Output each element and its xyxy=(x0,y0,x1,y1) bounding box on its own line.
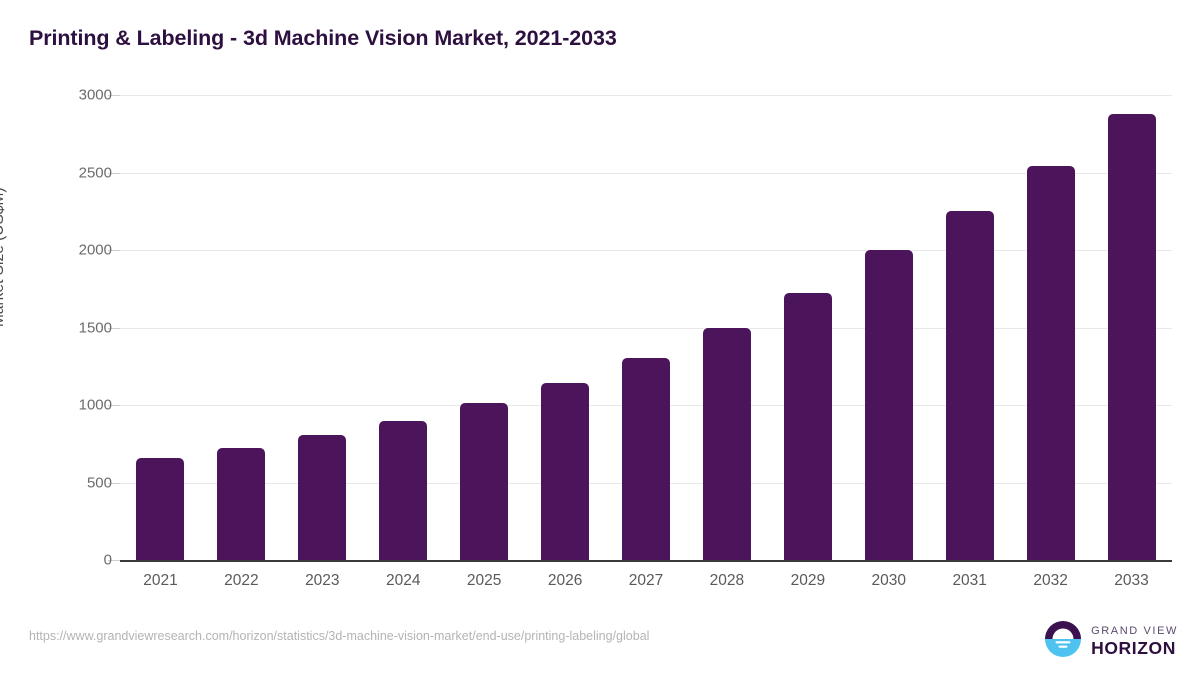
gridline xyxy=(120,172,1172,174)
x-axis-tick-label: 2024 xyxy=(385,572,421,589)
bar-2022[interactable] xyxy=(217,447,266,560)
bar-2029[interactable] xyxy=(783,293,832,560)
plot-area xyxy=(120,95,1172,560)
x-axis-line xyxy=(120,560,1172,562)
y-axis-tick-label: 1500 xyxy=(78,319,112,336)
y-axis-tick-mark xyxy=(108,327,120,329)
y-axis-tick-mark xyxy=(108,405,120,406)
bar-2027[interactable] xyxy=(622,357,670,560)
y-axis-tick-label: 500 xyxy=(86,474,112,491)
y-axis-tick-label: 1000 xyxy=(78,396,112,414)
x-axis-tick-label: 2025 xyxy=(466,572,502,589)
logo-text-horizon: HORIZON xyxy=(1091,637,1176,658)
bar-2033[interactable] xyxy=(1107,113,1156,560)
y-axis-tick-mark xyxy=(108,250,120,251)
x-axis-tick-label: 2031 xyxy=(952,572,987,589)
x-axis-tick-label: 2029 xyxy=(790,572,826,589)
x-axis-tick-label: 2026 xyxy=(547,572,583,589)
x-axis-tick-label: 2021 xyxy=(143,572,178,589)
horizon-logo-icon xyxy=(1044,620,1082,663)
y-axis-tick-label: 2500 xyxy=(78,164,112,181)
gridline xyxy=(120,95,1172,96)
brand-logo: GRAND VIEW HORIZON xyxy=(1044,620,1178,663)
y-axis-tick-label: 0 xyxy=(103,551,112,569)
page-title: Printing & Labeling - 3d Machine Vision … xyxy=(29,26,617,50)
bar-2021[interactable] xyxy=(136,457,185,560)
bar-2023[interactable] xyxy=(298,435,347,560)
x-axis-tick-label: 2022 xyxy=(224,572,259,589)
x-axis-tick-label: 2023 xyxy=(305,572,340,589)
y-axis-tick-mark xyxy=(108,172,120,174)
y-axis-tick-label: 2000 xyxy=(78,241,112,259)
x-axis-tick-label: 2032 xyxy=(1033,572,1068,589)
bar-2025[interactable] xyxy=(460,402,509,560)
y-axis-tick-mark xyxy=(108,482,120,484)
y-axis-tick-mark xyxy=(108,560,120,561)
logo-text-grand-view: GRAND VIEW xyxy=(1091,624,1178,637)
x-axis-tick-label: 2027 xyxy=(628,572,664,589)
x-axis-tick-label: 2030 xyxy=(871,572,906,589)
bar-2028[interactable] xyxy=(702,328,751,560)
bar-2031[interactable] xyxy=(945,211,994,560)
bar-2032[interactable] xyxy=(1026,166,1075,560)
y-axis-tick-label: 3000 xyxy=(78,86,112,104)
y-axis-tick-mark xyxy=(108,95,120,96)
source-url[interactable]: https://www.grandviewresearch.com/horizo… xyxy=(29,629,650,643)
y-axis-title: Market Size (US$M) xyxy=(0,187,7,327)
gridline xyxy=(120,250,1172,251)
bar-2026[interactable] xyxy=(541,383,590,560)
bar-2024[interactable] xyxy=(379,421,428,560)
gridline xyxy=(120,327,1172,329)
x-axis-tick-label: 2028 xyxy=(709,572,745,589)
bar-2030[interactable] xyxy=(864,250,913,560)
x-axis-tick-label: 2033 xyxy=(1114,572,1149,589)
logo-wordmark: GRAND VIEW HORIZON xyxy=(1091,624,1178,658)
